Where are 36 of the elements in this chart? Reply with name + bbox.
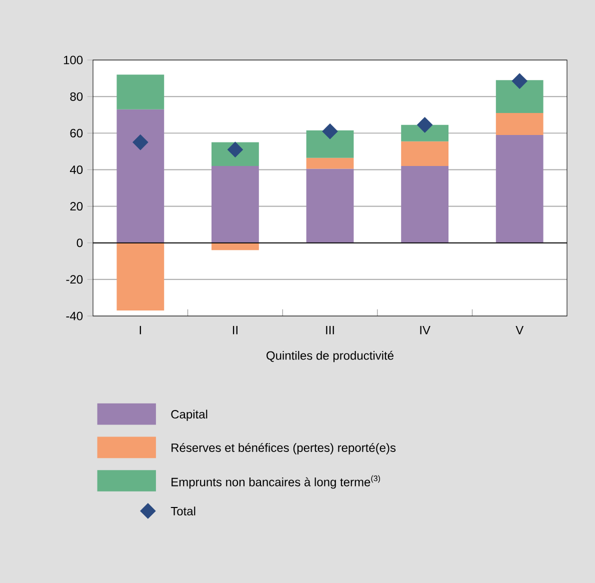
point [416,117,433,133]
y-tick-label: 20 [70,202,83,211]
legend-label: Réserves et bénéfices (pertes) reporté(e)s [172,442,396,454]
y-tick-label: 60 [70,128,83,138]
bar [306,168,354,243]
point [227,142,244,158]
y-tick-label: -20 [66,275,83,284]
bar [116,242,164,311]
point [132,134,148,150]
y-tick-label: -40 [66,312,83,320]
y-tick-label: 100 [64,56,83,64]
x-tick-label: V [516,326,524,334]
bar [401,124,449,142]
bar [401,166,449,243]
x-tick-label: I [140,326,141,334]
y-tick-label: 40 [70,165,83,174]
x-tick-label: IV [420,326,430,334]
legend-label: Emprunts non bancaires à long terme$^{(3)}$ [172,475,380,489]
legend-label: Capital [171,410,208,421]
x-tick-label: III [326,326,334,334]
point [322,124,338,140]
bar [401,141,449,166]
bar [116,74,164,110]
y-tick-label: 80 [70,92,83,101]
bar [306,130,354,158]
bar [212,166,259,243]
legend-label: Total [170,506,196,516]
bar [116,109,164,243]
bar [496,80,544,114]
bar [496,134,544,243]
bar [306,158,354,169]
x-tick-label: II [232,326,238,334]
x-axis-title: Quintiles de productivité [266,350,394,362]
bar [496,113,544,135]
point [512,73,528,89]
y-tick-label: 0 [76,238,83,248]
